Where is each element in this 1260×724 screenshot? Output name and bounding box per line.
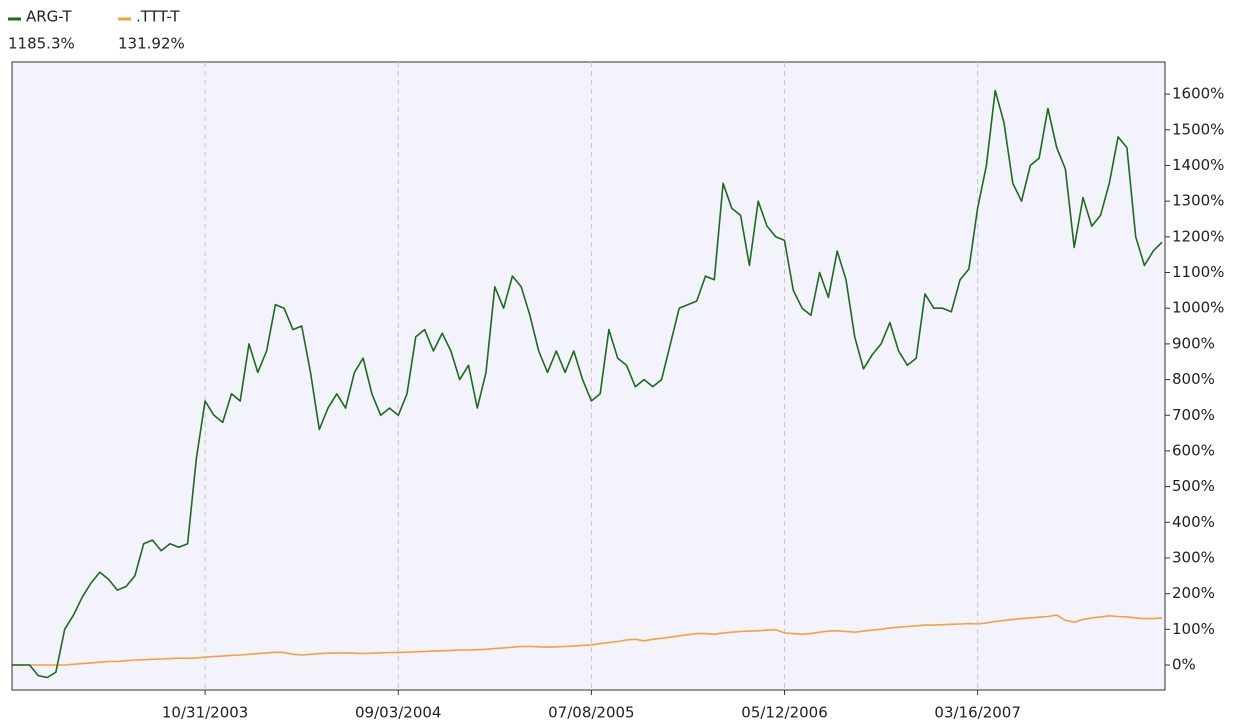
legend-value: 131.92% xyxy=(118,35,185,53)
x-tick-label: 03/16/2007 xyxy=(934,704,1020,722)
y-tick-label: 100% xyxy=(1172,620,1215,638)
y-tick-label: 200% xyxy=(1172,584,1215,602)
y-tick-label: 900% xyxy=(1172,334,1215,352)
y-tick-label: 700% xyxy=(1172,406,1215,424)
y-tick-label: 400% xyxy=(1172,513,1215,531)
legend-label: ARG-T xyxy=(26,8,72,26)
x-tick-label: 10/31/2003 xyxy=(162,704,248,722)
y-tick-label: 1500% xyxy=(1172,120,1224,138)
y-tick-label: 1200% xyxy=(1172,227,1224,245)
y-tick-label: 1600% xyxy=(1172,85,1224,103)
x-tick-label: 05/12/2006 xyxy=(741,704,827,722)
y-tick-label: 1300% xyxy=(1172,192,1224,210)
legend-value: 1185.3% xyxy=(8,35,75,53)
y-tick-label: 800% xyxy=(1172,370,1215,388)
x-tick-label: 09/03/2004 xyxy=(355,704,441,722)
y-tick-label: 0% xyxy=(1172,656,1196,674)
x-tick-label: 07/08/2005 xyxy=(548,704,634,722)
plot-area xyxy=(11,61,1166,691)
series-line xyxy=(12,89,1163,679)
y-tick-label: 300% xyxy=(1172,548,1215,566)
y-tick-label: 1400% xyxy=(1172,156,1224,174)
y-tick-label: 500% xyxy=(1172,477,1215,495)
series-line xyxy=(12,614,1163,666)
y-tick-label: 600% xyxy=(1172,441,1215,459)
y-tick-label: 1100% xyxy=(1172,263,1224,281)
legend-label: .TTT-T xyxy=(136,8,180,26)
y-tick-label: 1000% xyxy=(1172,299,1224,317)
